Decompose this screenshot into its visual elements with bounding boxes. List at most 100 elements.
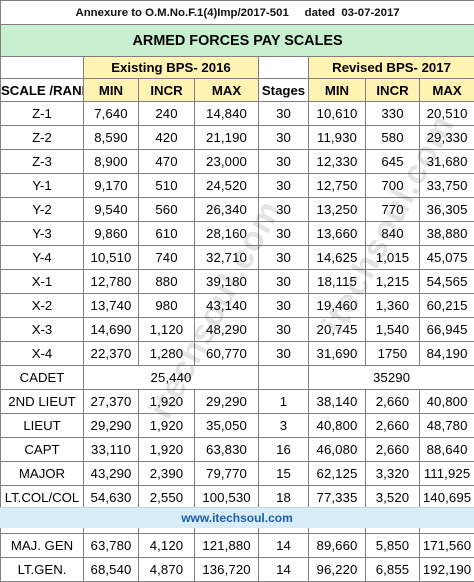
- cell-revised-incr: 1,015: [366, 246, 420, 270]
- cell-stages: [259, 366, 309, 390]
- cell-existing-min: 63,780: [84, 534, 139, 558]
- cell-rank: MAJ. GEN: [1, 534, 84, 558]
- cell-stages: 15: [259, 462, 309, 486]
- cell-existing-max: 39,180: [195, 270, 259, 294]
- cell-existing-max: 26,340: [195, 198, 259, 222]
- cell-rank: Y-1: [1, 174, 84, 198]
- cell-revised-max: 54,565: [420, 270, 474, 294]
- cell-stages: 3: [259, 414, 309, 438]
- footer-website: www.itechsoul.com: [181, 511, 293, 525]
- cell-revised-incr: 5,850: [366, 534, 420, 558]
- cell-existing-incr: 1,920: [139, 414, 195, 438]
- cell-stages: 14: [259, 558, 309, 582]
- pay-scale-sheet: Annexure to O.M.No.F.1(4)Imp/2017-501 da…: [0, 0, 474, 527]
- cell-rank: LT.COL/COL: [1, 486, 84, 510]
- cell-stages: 30: [259, 102, 309, 126]
- cell-revised-max: 29,330: [420, 126, 474, 150]
- cell-revised-min: 96,220: [309, 558, 366, 582]
- cell-existing-min: 10,510: [84, 246, 139, 270]
- cell-rank: Z-1: [1, 102, 84, 126]
- cell-existing-incr: 4,120: [139, 534, 195, 558]
- cell-existing-min: 13,740: [84, 294, 139, 318]
- header-scale-rank: SCALE /RANK: [1, 79, 84, 102]
- cell-stages: 1: [259, 390, 309, 414]
- cell-revised-incr: 6,855: [366, 558, 420, 582]
- cell-rank: Y-3: [1, 222, 84, 246]
- cell-existing-max: 60,770: [195, 342, 259, 366]
- cell-revised-incr: 1,215: [366, 270, 420, 294]
- footer-band: www.itechsoul.com: [0, 507, 474, 528]
- group-header-row: Existing BPS- 2016 Revised BPS- 2017: [1, 57, 474, 79]
- cell-existing-incr: 4,870: [139, 558, 195, 582]
- cell-revised-min: 77,335: [309, 486, 366, 510]
- cell-revised-min: 20,745: [309, 318, 366, 342]
- cell-revised-min: 12,330: [309, 150, 366, 174]
- cell-existing-min: 27,370: [84, 390, 139, 414]
- cell-revised-max: 20,510: [420, 102, 474, 126]
- cell-existing-min: 9,170: [84, 174, 139, 198]
- header-existing-min: MIN: [84, 79, 139, 102]
- cell-existing-min: 43,290: [84, 462, 139, 486]
- page-title: ARMED FORCES PAY SCALES: [133, 33, 343, 49]
- cell-existing-pay: 25,440: [84, 366, 259, 390]
- cell-revised-incr: 3,520: [366, 486, 420, 510]
- cell-revised-min: 13,250: [309, 198, 366, 222]
- cell-revised-max: 36,305: [420, 198, 474, 222]
- cell-revised-incr: 580: [366, 126, 420, 150]
- header-revised-min: MIN: [309, 79, 366, 102]
- cell-revised-incr: 1,540: [366, 318, 420, 342]
- cell-rank: LIEUT: [1, 414, 84, 438]
- cell-stages: 30: [259, 198, 309, 222]
- cell-revised-min: 13,660: [309, 222, 366, 246]
- group-revised-bps: Revised BPS- 2017: [309, 57, 474, 79]
- cell-stages: 30: [259, 270, 309, 294]
- cell-existing-incr: 1,920: [139, 438, 195, 462]
- cell-revised-incr: 1750: [366, 342, 420, 366]
- cell-stages: 30: [259, 126, 309, 150]
- cell-revised-incr: 2,660: [366, 390, 420, 414]
- cell-rank: CADET: [1, 366, 84, 390]
- cell-stages: 30: [259, 246, 309, 270]
- cell-rank: X-3: [1, 318, 84, 342]
- cell-existing-min: 12,780: [84, 270, 139, 294]
- cell-existing-max: 136,720: [195, 558, 259, 582]
- cell-revised-max: 31,680: [420, 150, 474, 174]
- annexure-cell: Annexure to O.M.No.F.1(4)Imp/2017-501 da…: [1, 1, 474, 25]
- cell-stages: 30: [259, 174, 309, 198]
- cell-existing-incr: 880: [139, 270, 195, 294]
- cell-rank: Y-4: [1, 246, 84, 270]
- cell-rank: Z-2: [1, 126, 84, 150]
- cell-revised-max: 40,800: [420, 390, 474, 414]
- header-existing-max: MAX: [195, 79, 259, 102]
- cell-stages: 30: [259, 318, 309, 342]
- cell-revised-max: 45,075: [420, 246, 474, 270]
- cell-revised-incr: 330: [366, 102, 420, 126]
- annexure-row: Annexure to O.M.No.F.1(4)Imp/2017-501 da…: [1, 1, 474, 25]
- cell-revised-min: 14,625: [309, 246, 366, 270]
- cell-existing-max: 48,290: [195, 318, 259, 342]
- cell-existing-incr: 240: [139, 102, 195, 126]
- cell-revised-incr: 645: [366, 150, 420, 174]
- cell-revised-max: 60,215: [420, 294, 474, 318]
- column-header-row: SCALE /RANK MIN INCR MAX Stages MIN INCR…: [1, 79, 474, 102]
- cell-rank: Y-2: [1, 198, 84, 222]
- cell-revised-max: 66,945: [420, 318, 474, 342]
- cell-existing-min: 7,640: [84, 102, 139, 126]
- cell-existing-incr: 980: [139, 294, 195, 318]
- cell-existing-incr: 1,120: [139, 318, 195, 342]
